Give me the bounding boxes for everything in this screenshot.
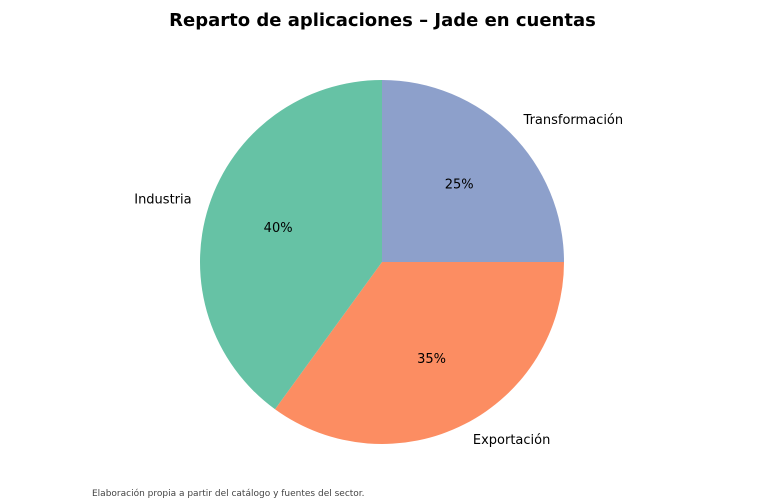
pie-category-label-exportacion: Exportación (473, 433, 550, 448)
pie-labels: 25% Transformación 35% Exportación 40% Indust… (134, 113, 623, 448)
pie-slice-transformacion (382, 80, 564, 262)
pie-pct-label-industria: 40% (264, 221, 293, 236)
pie-pct-label-transformacion: 25% (445, 177, 474, 192)
pie-category-label-industria: Industria (134, 193, 191, 208)
pie-pct-label-exportacion: 35% (417, 352, 446, 367)
chart-title: Reparto de aplicaciones – Jade en cuenta… (169, 10, 596, 31)
pie-category-label-transformacion: Transformación (523, 113, 624, 128)
pie-slice-exportacion (275, 262, 564, 445)
source-note: Elaboración propia a partir del catálogo… (92, 489, 365, 499)
pie-slices (199, 80, 564, 445)
pie-slice-industria (199, 80, 382, 410)
